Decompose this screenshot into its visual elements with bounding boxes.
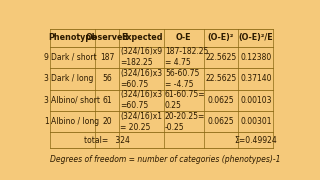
Text: (324/16)x3
=60.75: (324/16)x3 =60.75 [120, 90, 163, 110]
Text: 56: 56 [102, 74, 112, 83]
Text: (324/16)x3
=60.75: (324/16)x3 =60.75 [120, 69, 163, 89]
Text: total=   324: total= 324 [84, 136, 130, 145]
Text: Albino / long: Albino / long [52, 117, 100, 126]
Text: 20-20.25=
-0.25: 20-20.25= -0.25 [165, 112, 205, 132]
Text: Σ=0.49924: Σ=0.49924 [234, 136, 277, 145]
Text: 0.12380: 0.12380 [240, 53, 271, 62]
Text: 187: 187 [100, 53, 114, 62]
Text: Dark / long: Dark / long [52, 74, 94, 83]
Text: O-E: O-E [176, 33, 192, 42]
Text: 0.00301: 0.00301 [240, 117, 271, 126]
Text: 0.37140: 0.37140 [240, 74, 271, 83]
Text: Degrees of freedom = number of categories (phenotypes)-1: Degrees of freedom = number of categorie… [50, 155, 280, 164]
Text: 9: 9 [44, 53, 49, 62]
Text: (O-E)²: (O-E)² [208, 33, 234, 42]
Text: 3: 3 [44, 74, 49, 83]
Text: 61-60.75=
0.25: 61-60.75= 0.25 [165, 90, 206, 110]
Text: 0.0625: 0.0625 [208, 96, 234, 105]
Text: 1: 1 [44, 117, 49, 126]
Text: (324/16)x1
= 20.25: (324/16)x1 = 20.25 [120, 112, 162, 132]
Text: Albino/ short: Albino/ short [52, 96, 100, 105]
Text: 22.5625: 22.5625 [205, 53, 237, 62]
Text: 187-182.25
= 4.75: 187-182.25 = 4.75 [165, 47, 208, 67]
Text: 56-60.75
= -4.75: 56-60.75 = -4.75 [165, 69, 199, 89]
Text: 20: 20 [102, 117, 112, 126]
Text: (O-E)²/E: (O-E)²/E [238, 33, 273, 42]
Text: (324/16)x9
=182.25: (324/16)x9 =182.25 [120, 47, 163, 67]
Text: 0.0625: 0.0625 [208, 117, 234, 126]
Text: Phenotype: Phenotype [48, 33, 97, 42]
Text: Observed: Observed [85, 33, 129, 42]
Text: 22.5625: 22.5625 [205, 74, 237, 83]
Text: 3: 3 [44, 96, 49, 105]
Text: 61: 61 [102, 96, 112, 105]
Text: Expected: Expected [121, 33, 163, 42]
Text: 0.00103: 0.00103 [240, 96, 271, 105]
Text: Dark / short: Dark / short [52, 53, 97, 62]
